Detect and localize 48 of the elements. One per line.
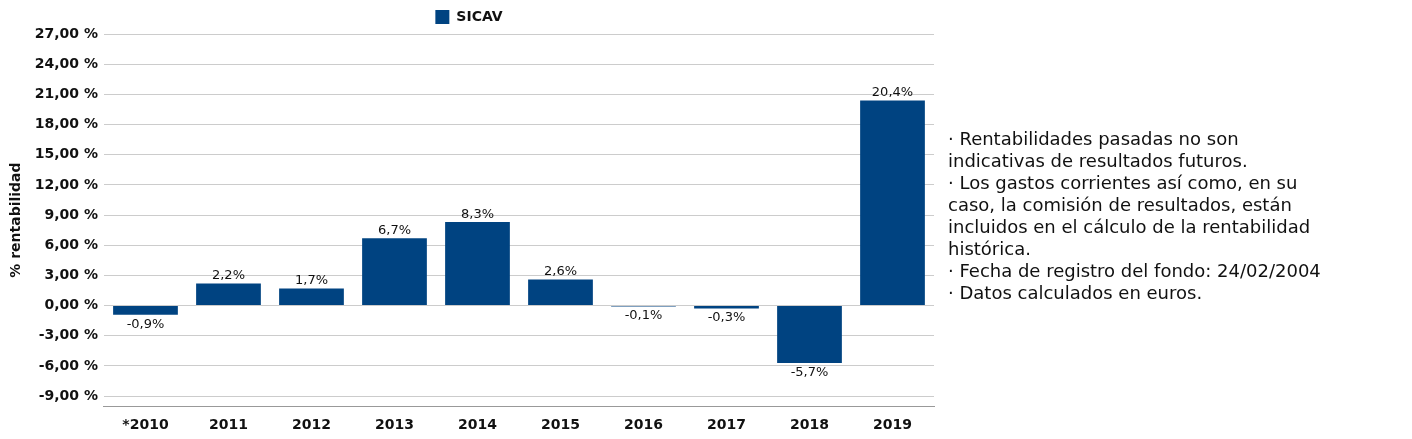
data-label: -0,1% (624, 307, 663, 323)
data-label: 20,4% (871, 84, 914, 100)
bar (528, 279, 593, 306)
y-tick-label: -3,00 % (38, 326, 98, 343)
data-label: 1,7% (294, 272, 328, 288)
bar (196, 283, 261, 306)
x-tick-label: 2012 (292, 416, 331, 433)
data-label: 8,3% (460, 205, 495, 221)
data-label: 2,6% (543, 263, 578, 279)
bar (445, 222, 510, 306)
data-label: 6,7% (377, 222, 412, 238)
x-tick-label: 2015 (541, 416, 580, 433)
x-tick-label: 2013 (375, 416, 414, 433)
bar (694, 306, 759, 309)
y-tick-label: 6,00 % (44, 235, 98, 252)
x-tick-label: 2014 (458, 416, 498, 433)
y-tick-label: 3,00 % (44, 266, 98, 283)
y-tick-label: 27,00 % (34, 24, 98, 41)
bar (777, 306, 842, 363)
x-tick-label: 2016 (624, 416, 663, 433)
y-tick-label: 0,00 % (44, 296, 98, 313)
data-label: -0,9% (126, 315, 165, 331)
y-tick-label: 12,00 % (34, 175, 98, 192)
text: · Datos calculados en euros. (948, 282, 1204, 304)
bar (113, 306, 178, 315)
x-tick-label: 2019 (873, 416, 912, 433)
bar (860, 100, 925, 306)
x-tick-label: 2018 (790, 416, 829, 433)
x-tick-label: 2011 (209, 416, 248, 433)
bar (362, 238, 427, 306)
text: · Fecha de registro del fondo: 24/02/2004 (948, 260, 1322, 282)
y-tick-label: 24,00 % (34, 54, 98, 71)
text: · Rentabilidades pasadas no son indicativas de resultados futuros. (948, 128, 1249, 172)
y-tick-label: -9,00 % (38, 386, 98, 403)
x-tick-label: *2010 (122, 416, 169, 433)
data-label: 2,2% (211, 267, 245, 283)
data-label: -0,3% (707, 309, 746, 325)
y-tick-label: 9,00 % (44, 205, 98, 222)
y-axis-title: % rentabilidad (7, 162, 24, 278)
bar (279, 288, 344, 306)
data-label: -5,7% (790, 363, 829, 379)
x-tick-label: 2017 (707, 416, 746, 433)
y-tick-label: -6,00 % (38, 356, 98, 373)
text: · Los gastos corrientes así como, en su caso, la comisión de resultados, están incluidos en el cálculo de la rentabilidad histórica. (948, 172, 1312, 260)
legend-label: SICAV (456, 7, 503, 24)
y-tick-label: 18,00 % (34, 115, 98, 132)
y-tick-label: 21,00 % (34, 85, 98, 101)
y-tick-label: 15,00 % (34, 145, 98, 162)
